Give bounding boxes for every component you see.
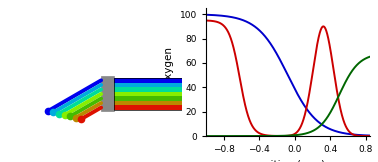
X-axis label: position (mm): position (mm) bbox=[252, 160, 325, 162]
Bar bbox=[114, 83, 182, 87]
Y-axis label: % oxygen: % oxygen bbox=[164, 47, 174, 98]
Bar bbox=[114, 78, 182, 83]
Bar bbox=[114, 101, 182, 105]
Bar bbox=[101, 76, 114, 111]
Bar bbox=[114, 78, 182, 110]
Bar bbox=[114, 92, 182, 96]
Bar bbox=[114, 96, 182, 101]
Bar bbox=[114, 105, 182, 110]
Bar bbox=[114, 87, 182, 92]
